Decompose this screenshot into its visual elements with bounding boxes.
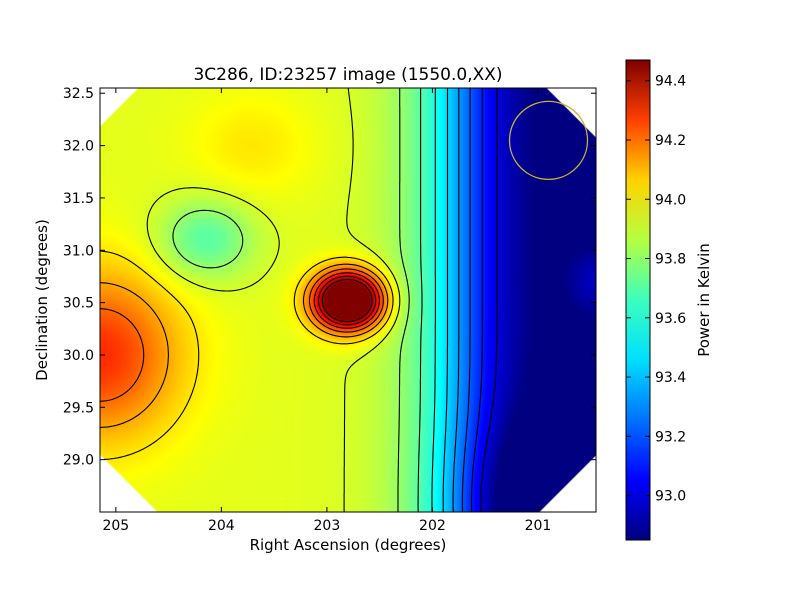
- colorbar-tick-label: 93.6: [655, 311, 686, 327]
- contour-line: [480, 88, 498, 512]
- y-tick-label: 29.5: [63, 400, 94, 416]
- colorbar-tick-label: 94.4: [655, 74, 686, 90]
- y-axis-label: Declination (degrees): [33, 219, 51, 381]
- x-tick-label: 202: [419, 518, 446, 534]
- contour-line: [461, 88, 471, 512]
- y-tick-label: 32.0: [63, 139, 94, 155]
- contour-lines: [100, 88, 498, 512]
- x-axis: 205 204 203 202 201: [102, 88, 551, 534]
- y-tick-label: 31.0: [63, 243, 94, 259]
- contour-line: [317, 275, 377, 326]
- contour-line: [100, 250, 394, 460]
- colorbar-tick-label: 93.2: [655, 429, 686, 445]
- contour-line: [313, 272, 380, 329]
- colorbar-tick-label: 94.0: [655, 192, 686, 208]
- contour-line: [452, 88, 460, 512]
- chart-title: 3C286, ID:23257 image (1550.0,XX): [193, 65, 502, 85]
- colorbar-tick-label: 93.8: [655, 252, 686, 268]
- colorbar-label: Power in Kelvin: [695, 243, 713, 357]
- contour-line: [172, 88, 410, 512]
- contour-line: [100, 268, 384, 402]
- plot-frame: [99, 87, 597, 513]
- plot-area: [99, 87, 597, 513]
- colorbar-gradient: [625, 59, 651, 541]
- beam-circle: [508, 100, 589, 180]
- y-axis: 29.0 29.5 30.0 30.5 31.0 31.5 32.0 32.5: [63, 86, 596, 469]
- contour-line: [470, 88, 483, 512]
- heatmap-image: [100, 88, 596, 512]
- x-tick-label: 201: [525, 518, 552, 534]
- contour-line: [431, 88, 436, 512]
- contour-line: [417, 88, 423, 512]
- colorbar-tick-label: 94.2: [655, 133, 686, 149]
- x-axis-label: Right Ascension (degrees): [250, 536, 447, 554]
- y-tick-label: 30.5: [63, 296, 94, 312]
- colorbar-tick-label: 93.0: [655, 489, 686, 505]
- x-tick-label: 204: [208, 518, 235, 534]
- colorbar-ticks: 93.0 93.2 93.4 93.6 93.8 94.0 94.2 94.4: [626, 74, 686, 505]
- y-tick-label: 32.5: [63, 86, 94, 102]
- contour-line: [321, 278, 373, 323]
- y-tick-label: 31.5: [63, 191, 94, 207]
- x-tick-label: 205: [102, 518, 129, 534]
- colorbar: 93.0 93.2 93.4 93.6 93.8 94.0 94.2 94.4 Power i…: [625, 59, 713, 541]
- contour-line: [146, 88, 401, 512]
- contour-line: [100, 263, 389, 428]
- x-tick-label: 203: [314, 518, 341, 534]
- y-tick-label: 29.0: [63, 453, 94, 469]
- colorbar-tick-label: 93.4: [655, 370, 686, 386]
- contour-line: [442, 88, 449, 512]
- y-tick-label: 30.0: [63, 348, 94, 364]
